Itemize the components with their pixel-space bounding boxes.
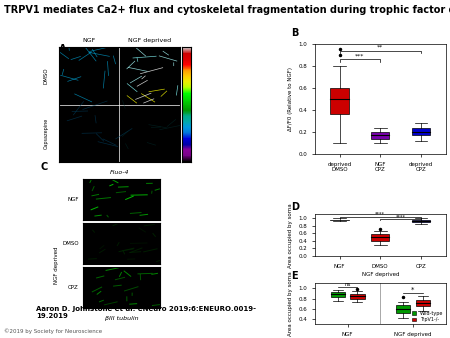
Bar [396,305,410,313]
Bar [330,219,349,220]
Text: **: ** [377,45,383,50]
Y-axis label: ΔF/F0 (Relative to NGF): ΔF/F0 (Relative to NGF) [288,67,293,131]
Text: Capsazepine: Capsazepine [44,118,49,149]
Y-axis label: Area occupied by soma: Area occupied by soma [288,271,293,336]
Text: NGF deprived: NGF deprived [54,247,59,284]
Text: B: B [292,28,299,39]
Text: ****: **** [396,214,405,219]
Bar [412,220,430,222]
Bar [330,88,349,114]
Text: TRPV1 mediates Ca2+ flux and cytoskeletal fragmentation during trophic factor de: TRPV1 mediates Ca2+ flux and cytoskeleta… [4,5,450,15]
Bar [371,234,389,241]
Legend: Wild-type, TrpV1-/-: Wild-type, TrpV1-/- [412,311,443,322]
Text: ****: **** [375,212,385,217]
Bar [331,292,345,297]
Text: A: A [58,44,66,54]
Text: Aaron D. Johnstone et al. eNeuro 2019;6:ENEURO.0019-
19.2019: Aaron D. Johnstone et al. eNeuro 2019;6:… [36,306,256,319]
Bar [415,299,430,306]
Text: *: * [411,286,414,292]
Text: CPZ: CPZ [68,285,79,290]
Text: C: C [40,162,48,172]
Text: DMSO: DMSO [62,241,79,246]
Text: DMSO: DMSO [44,68,49,84]
Text: βIII tubulin: βIII tubulin [105,316,138,321]
Text: ©2019 by Society for Neuroscience: ©2019 by Society for Neuroscience [4,328,103,334]
Text: ns: ns [345,282,351,287]
Bar [350,294,365,299]
Text: Fluo-4: Fluo-4 [109,170,129,175]
Bar [371,132,389,139]
Text: D: D [292,202,300,212]
Text: NGF: NGF [82,38,95,43]
Text: E: E [292,271,298,281]
Text: NGF: NGF [67,197,79,202]
Text: ***: *** [355,54,364,59]
Text: NGF deprived: NGF deprived [361,272,399,277]
Bar [412,127,430,135]
Y-axis label: Area occupied by soma: Area occupied by soma [288,203,293,268]
Text: NGF deprived: NGF deprived [128,38,171,43]
